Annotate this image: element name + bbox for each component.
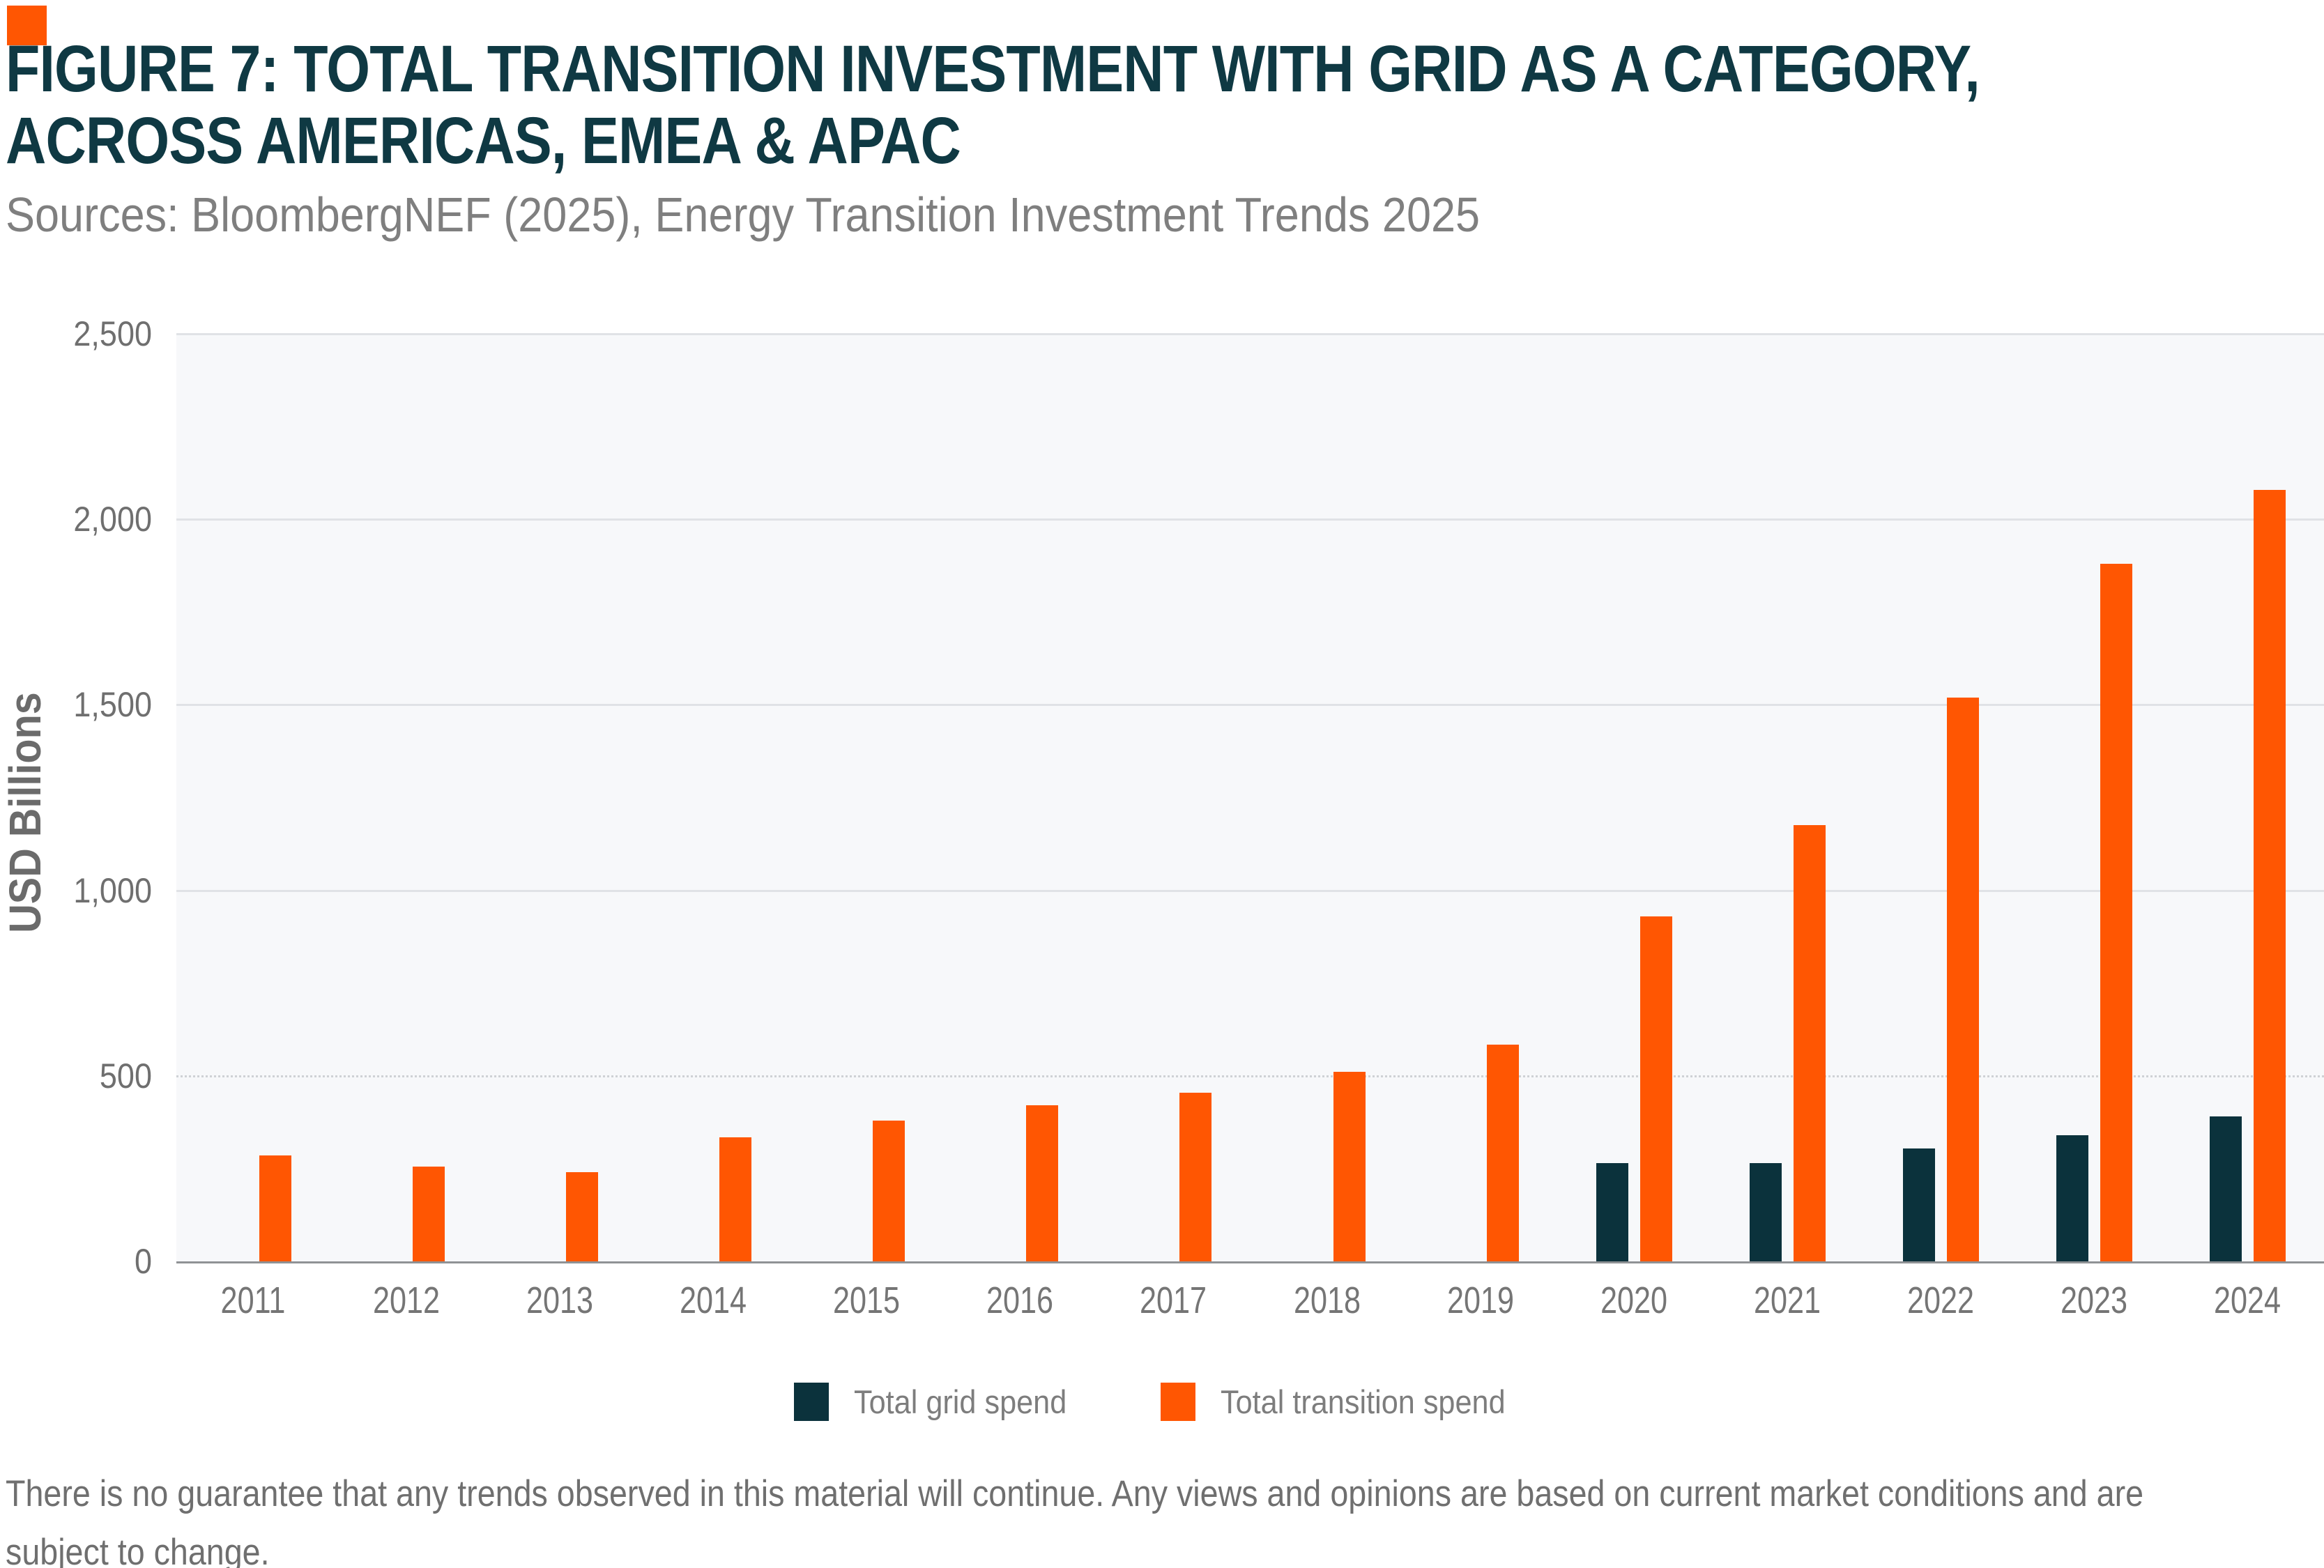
x-tick-label-2012: 2012	[373, 1279, 441, 1321]
bar-transition-2024	[2253, 489, 2286, 1261]
x-tick-label-2011: 2011	[220, 1279, 286, 1321]
bar-transition-2015	[873, 1120, 905, 1261]
gridline-1500	[176, 704, 2324, 707]
bar-transition-2017	[1179, 1092, 1212, 1261]
y-tick-label-2000: 2,000	[73, 500, 152, 539]
legend-swatch	[1160, 1382, 1195, 1421]
bar-transition-2013	[566, 1172, 599, 1261]
bar-transition-2023	[2100, 564, 2132, 1261]
x-tick-label-2014: 2014	[680, 1279, 747, 1321]
gridline-500	[176, 1075, 2324, 1077]
plot-area	[176, 334, 2324, 1261]
bar-transition-2019	[1486, 1044, 1519, 1261]
x-tick-label-2013: 2013	[526, 1279, 594, 1321]
bar-grid-2020	[1596, 1162, 1628, 1261]
x-tick-label-2020: 2020	[1600, 1279, 1667, 1321]
bar-transition-2022	[1946, 697, 1979, 1261]
bar-transition-2014	[719, 1137, 752, 1261]
y-tick-label-2500: 2,500	[73, 314, 152, 353]
bar-transition-2020	[1639, 916, 1672, 1261]
disclaimer-line1: There is no guarantee that any trends ob…	[6, 1473, 2144, 1514]
x-tick-label-2023: 2023	[2060, 1279, 2127, 1321]
legend-item: Total grid spend	[794, 1382, 1085, 1421]
legend-label: Total grid spend	[854, 1383, 1067, 1420]
bar-grid-2024	[2209, 1116, 2242, 1261]
bar-grid-2023	[2056, 1135, 2088, 1261]
x-tick-label-2017: 2017	[1140, 1279, 1207, 1321]
y-axis-title: USD Billions	[0, 692, 50, 933]
y-tick-label-1500: 1,500	[73, 685, 152, 725]
legend-swatch	[794, 1382, 829, 1421]
x-tick-label-2024: 2024	[2213, 1279, 2281, 1321]
bar-transition-2018	[1333, 1072, 1366, 1261]
legend-label: Total transition spend	[1220, 1383, 1506, 1420]
gridline-2000	[176, 518, 2324, 521]
figure-source: Sources: BloombergNEF (2025), Energy Tra…	[6, 187, 1481, 242]
x-tick-label-2015: 2015	[833, 1279, 901, 1321]
disclaimer-line2: subject to change.	[6, 1532, 270, 1568]
legend-item: Total transition spend	[1160, 1382, 1530, 1421]
figure-title-line2: ACROSS AMERICAS, EMEA & APAC	[6, 104, 961, 178]
disclaimer: There is no guarantee that any trends ob…	[6, 1465, 2324, 1568]
figure-title: FIGURE 7: TOTAL TRANSITION INVESTMENT WI…	[6, 33, 2324, 177]
gridline-2500	[176, 333, 2324, 335]
y-tick-label-500: 500	[99, 1056, 152, 1096]
x-tick-label-2019: 2019	[1446, 1279, 1514, 1321]
bar-transition-2021	[1793, 825, 1826, 1261]
gridline-1000	[176, 889, 2324, 892]
x-tick-label-2021: 2021	[1753, 1279, 1821, 1321]
y-tick-label-0: 0	[134, 1242, 152, 1281]
y-tick-label-1000: 1,000	[73, 870, 152, 910]
legend: Total grid spend Total transition spend	[0, 1381, 2324, 1422]
x-tick-label-2016: 2016	[986, 1279, 1054, 1321]
bar-grid-2022	[1902, 1148, 1935, 1261]
bar-transition-2016	[1026, 1105, 1059, 1261]
brand-accent-square	[7, 6, 47, 45]
x-axis-line	[176, 1261, 2324, 1263]
bar-grid-2021	[1749, 1162, 1782, 1261]
bar-transition-2011	[259, 1155, 292, 1261]
bar-transition-2012	[413, 1167, 445, 1261]
figure-title-line1: FIGURE 7: TOTAL TRANSITION INVESTMENT WI…	[6, 32, 1980, 106]
x-tick-label-2022: 2022	[1906, 1279, 1974, 1321]
x-tick-label-2018: 2018	[1293, 1279, 1361, 1321]
